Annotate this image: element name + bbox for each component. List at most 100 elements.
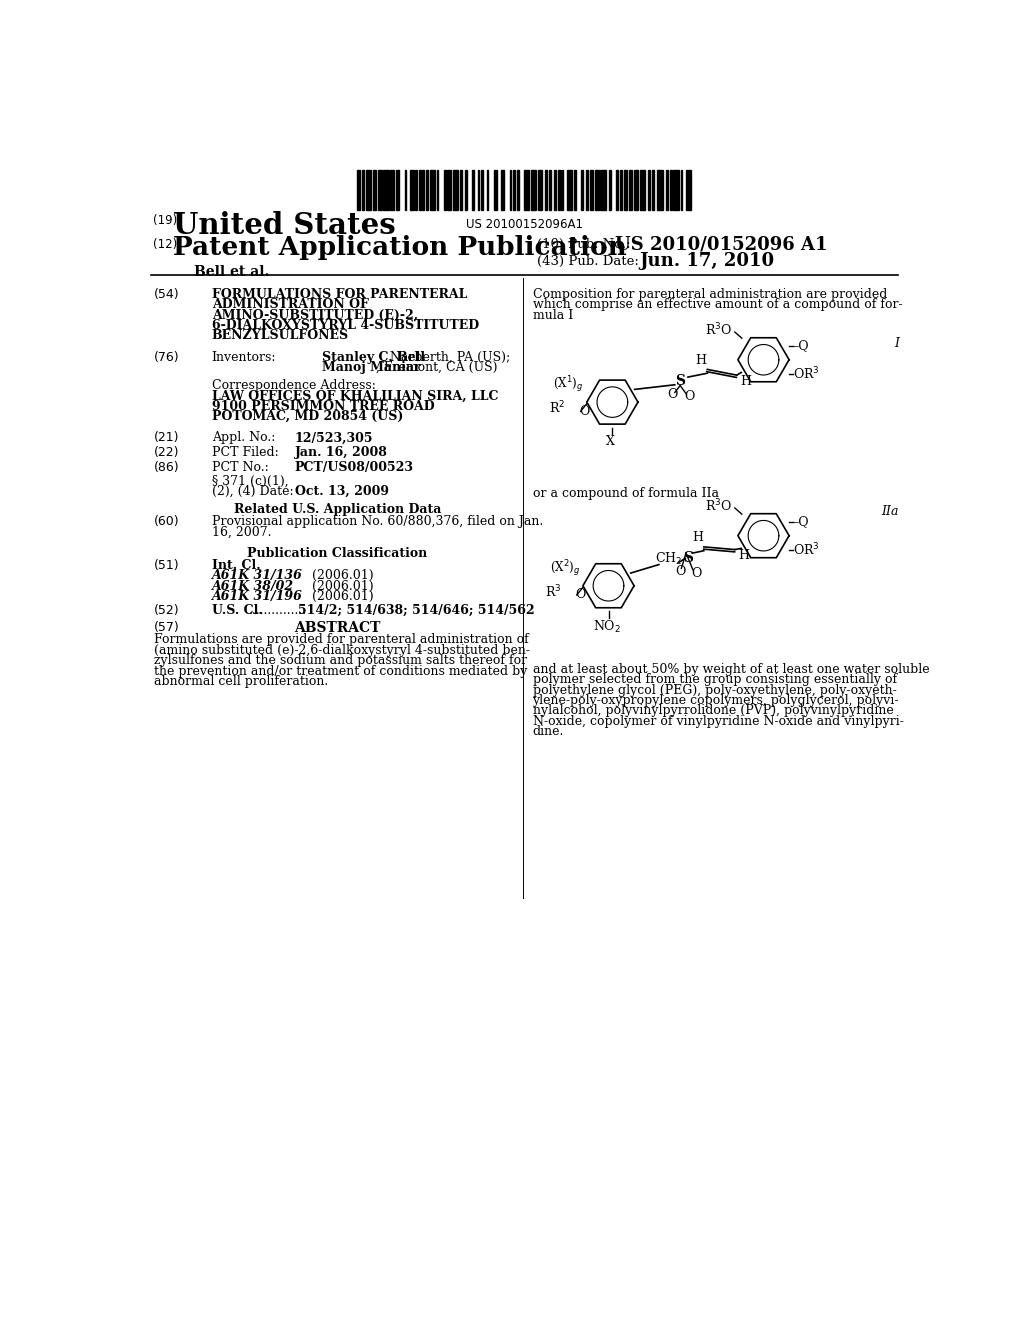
Text: ylene-poly-oxypropylene copolymers, polyglycerol, polyvi-: ylene-poly-oxypropylene copolymers, poly… bbox=[532, 694, 899, 708]
Text: –Q: –Q bbox=[793, 339, 810, 352]
Text: H: H bbox=[695, 354, 707, 367]
Text: or a compound of formula IIa: or a compound of formula IIa bbox=[532, 487, 719, 500]
Bar bbox=[481, 170, 483, 210]
Bar bbox=[640, 170, 645, 210]
Text: (76): (76) bbox=[155, 351, 180, 363]
Bar bbox=[460, 170, 462, 210]
Text: N-oxide, copolymer of vinylpyridine N-oxide and vinylpyri-: N-oxide, copolymer of vinylpyridine N-ox… bbox=[532, 714, 903, 727]
Text: the prevention and/or treatment of conditions mediated by: the prevention and/or treatment of condi… bbox=[155, 665, 527, 677]
Text: (86): (86) bbox=[155, 462, 180, 474]
Text: (22): (22) bbox=[155, 446, 180, 459]
Text: R$^3$O: R$^3$O bbox=[705, 498, 732, 515]
Bar bbox=[609, 170, 611, 210]
Bar bbox=[657, 170, 663, 210]
Bar bbox=[465, 170, 467, 210]
Bar bbox=[624, 170, 627, 210]
Bar bbox=[366, 170, 371, 210]
Text: dine.: dine. bbox=[532, 725, 564, 738]
Text: (52): (52) bbox=[155, 605, 180, 618]
Text: Composition for parenteral administration are provided: Composition for parenteral administratio… bbox=[532, 288, 887, 301]
Bar bbox=[545, 170, 547, 210]
Text: CH$_2$: CH$_2$ bbox=[654, 552, 682, 568]
Text: AMINO-SUBSTITUTED (E)-2,: AMINO-SUBSTITUTED (E)-2, bbox=[212, 309, 418, 322]
Text: (54): (54) bbox=[155, 288, 180, 301]
Text: (X$^1$)$_g$: (X$^1$)$_g$ bbox=[553, 375, 584, 396]
Bar bbox=[667, 170, 668, 210]
Text: O: O bbox=[684, 389, 694, 403]
Text: 16, 2007.: 16, 2007. bbox=[212, 525, 271, 539]
Bar bbox=[539, 170, 542, 210]
Bar bbox=[486, 170, 488, 210]
Text: Inventors:: Inventors: bbox=[212, 351, 276, 363]
Text: S: S bbox=[675, 374, 685, 388]
Bar bbox=[472, 170, 474, 210]
Text: O: O bbox=[575, 589, 586, 602]
Text: § 371 (c)(1),: § 371 (c)(1), bbox=[212, 475, 289, 488]
Bar bbox=[590, 170, 593, 210]
Text: A61K 31/136: A61K 31/136 bbox=[212, 569, 302, 582]
Text: Provisional application No. 60/880,376, filed on Jan.: Provisional application No. 60/880,376, … bbox=[212, 515, 543, 528]
Text: PCT Filed:: PCT Filed: bbox=[212, 446, 279, 459]
Text: 6-DIALKOXYSTYRYL 4-SUBSTITUTED: 6-DIALKOXYSTYRYL 4-SUBSTITUTED bbox=[212, 319, 479, 331]
Bar bbox=[453, 170, 458, 210]
Text: OR$^3$: OR$^3$ bbox=[793, 366, 819, 381]
Bar bbox=[595, 170, 599, 210]
Text: Patent Application Publication: Patent Application Publication bbox=[173, 235, 627, 260]
Bar bbox=[423, 170, 424, 210]
Text: mula I: mula I bbox=[532, 309, 572, 322]
Bar bbox=[378, 170, 382, 210]
Text: IIa: IIa bbox=[882, 506, 899, 517]
Bar bbox=[396, 170, 399, 210]
Text: POTOMAC, MD 20854 (US): POTOMAC, MD 20854 (US) bbox=[212, 411, 403, 424]
Bar bbox=[600, 170, 606, 210]
Text: (2006.01): (2006.01) bbox=[312, 579, 374, 593]
Text: R$^3$: R$^3$ bbox=[545, 583, 561, 601]
Text: which comprise an effective amount of a compound of for-: which comprise an effective amount of a … bbox=[532, 298, 902, 312]
Bar bbox=[652, 170, 653, 210]
Text: FORMULATIONS FOR PARENTERAL: FORMULATIONS FOR PARENTERAL bbox=[212, 288, 467, 301]
Bar bbox=[477, 170, 479, 210]
Bar bbox=[373, 170, 376, 210]
Text: (2006.01): (2006.01) bbox=[312, 590, 374, 603]
Text: United States: United States bbox=[173, 211, 395, 240]
Text: BENZYLSULFONES: BENZYLSULFONES bbox=[212, 330, 349, 342]
Text: Int. Cl.: Int. Cl. bbox=[212, 558, 260, 572]
Text: Jun. 17, 2010: Jun. 17, 2010 bbox=[640, 252, 774, 271]
Bar bbox=[674, 170, 679, 210]
Bar bbox=[501, 170, 505, 210]
Text: Stanley C. Bell: Stanley C. Bell bbox=[322, 351, 425, 363]
Bar bbox=[430, 170, 435, 210]
Text: O: O bbox=[668, 388, 678, 401]
Text: H: H bbox=[740, 375, 752, 388]
Text: X: X bbox=[606, 436, 615, 449]
Text: (2006.01): (2006.01) bbox=[312, 569, 374, 582]
Text: ADMINISTRATION OF: ADMINISTRATION OF bbox=[212, 298, 369, 312]
Text: LAW OFFICES OF KHALILIAN SIRA, LLC: LAW OFFICES OF KHALILIAN SIRA, LLC bbox=[212, 389, 499, 403]
Text: Appl. No.:: Appl. No.: bbox=[212, 432, 275, 445]
Text: Manoj Maniar: Manoj Maniar bbox=[322, 360, 421, 374]
Bar bbox=[558, 170, 559, 210]
Bar bbox=[524, 170, 529, 210]
Bar bbox=[447, 170, 451, 210]
Text: (X$^2$)$_g$: (X$^2$)$_g$ bbox=[550, 558, 580, 579]
Bar bbox=[616, 170, 618, 210]
Text: , Fremont, CA (US): , Fremont, CA (US) bbox=[376, 360, 498, 374]
Bar bbox=[404, 170, 407, 210]
Text: Oct. 13, 2009: Oct. 13, 2009 bbox=[295, 486, 389, 498]
Text: ABSTRACT: ABSTRACT bbox=[294, 620, 381, 635]
Bar bbox=[648, 170, 650, 210]
Text: Related U.S. Application Data: Related U.S. Application Data bbox=[233, 503, 441, 516]
Bar bbox=[419, 170, 421, 210]
Text: (10) Pub. No.:: (10) Pub. No.: bbox=[538, 238, 631, 251]
Text: (51): (51) bbox=[155, 558, 180, 572]
Text: A61K 31/196: A61K 31/196 bbox=[212, 590, 302, 603]
Text: I: I bbox=[894, 337, 899, 350]
Bar bbox=[670, 170, 672, 210]
Text: zylsulfones and the sodium and potassium salts thereof for: zylsulfones and the sodium and potassium… bbox=[155, 655, 527, 668]
Bar bbox=[581, 170, 583, 210]
Text: R$^3$O: R$^3$O bbox=[705, 322, 732, 339]
Text: nylalcohol, polyvinylpyrrolidone (PVP), polyvinylpyridine: nylalcohol, polyvinylpyrrolidone (PVP), … bbox=[532, 705, 893, 717]
Bar bbox=[443, 170, 445, 210]
Bar bbox=[620, 170, 622, 210]
Text: US 2010/0152096 A1: US 2010/0152096 A1 bbox=[614, 235, 827, 253]
